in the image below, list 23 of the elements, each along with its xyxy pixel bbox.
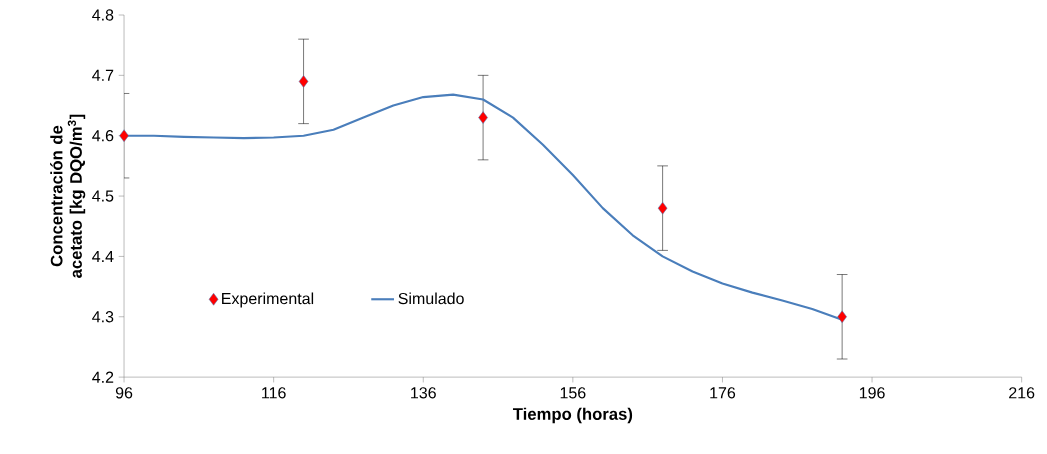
y-tick-label: 4.4 [92, 250, 114, 262]
y-tick-label: 4.3 [92, 311, 114, 323]
x-tick-label: 96 [115, 387, 133, 399]
y-axis-title: Concentración de acetato [kg DQO/m$^{3}$] [50, 114, 86, 278]
x-tick-label: 136 [411, 387, 436, 399]
x-tick-label: 116 [262, 387, 286, 399]
y-tick-label: 4.5 [92, 190, 114, 202]
x-axis-title: Tiempo (horas) [512, 407, 633, 424]
x-tick-label: 196 [859, 387, 885, 399]
legend-label: Simulado [398, 292, 464, 305]
y-tick-label: 4.2 [92, 371, 114, 383]
x-tick-label: 176 [710, 387, 736, 399]
y-tick-label: 4.8 [92, 9, 114, 21]
legend-label: Experimental [222, 292, 314, 308]
point [119, 129, 129, 142]
x-tick-label: 216 [1009, 387, 1035, 399]
point [298, 75, 309, 88]
point [657, 201, 668, 215]
y-tick-label: 4.6 [92, 129, 114, 142]
x-tick-label: 156 [560, 387, 586, 399]
point [837, 310, 847, 323]
y-tick-label: 4.7 [92, 69, 114, 81]
point [478, 111, 488, 124]
